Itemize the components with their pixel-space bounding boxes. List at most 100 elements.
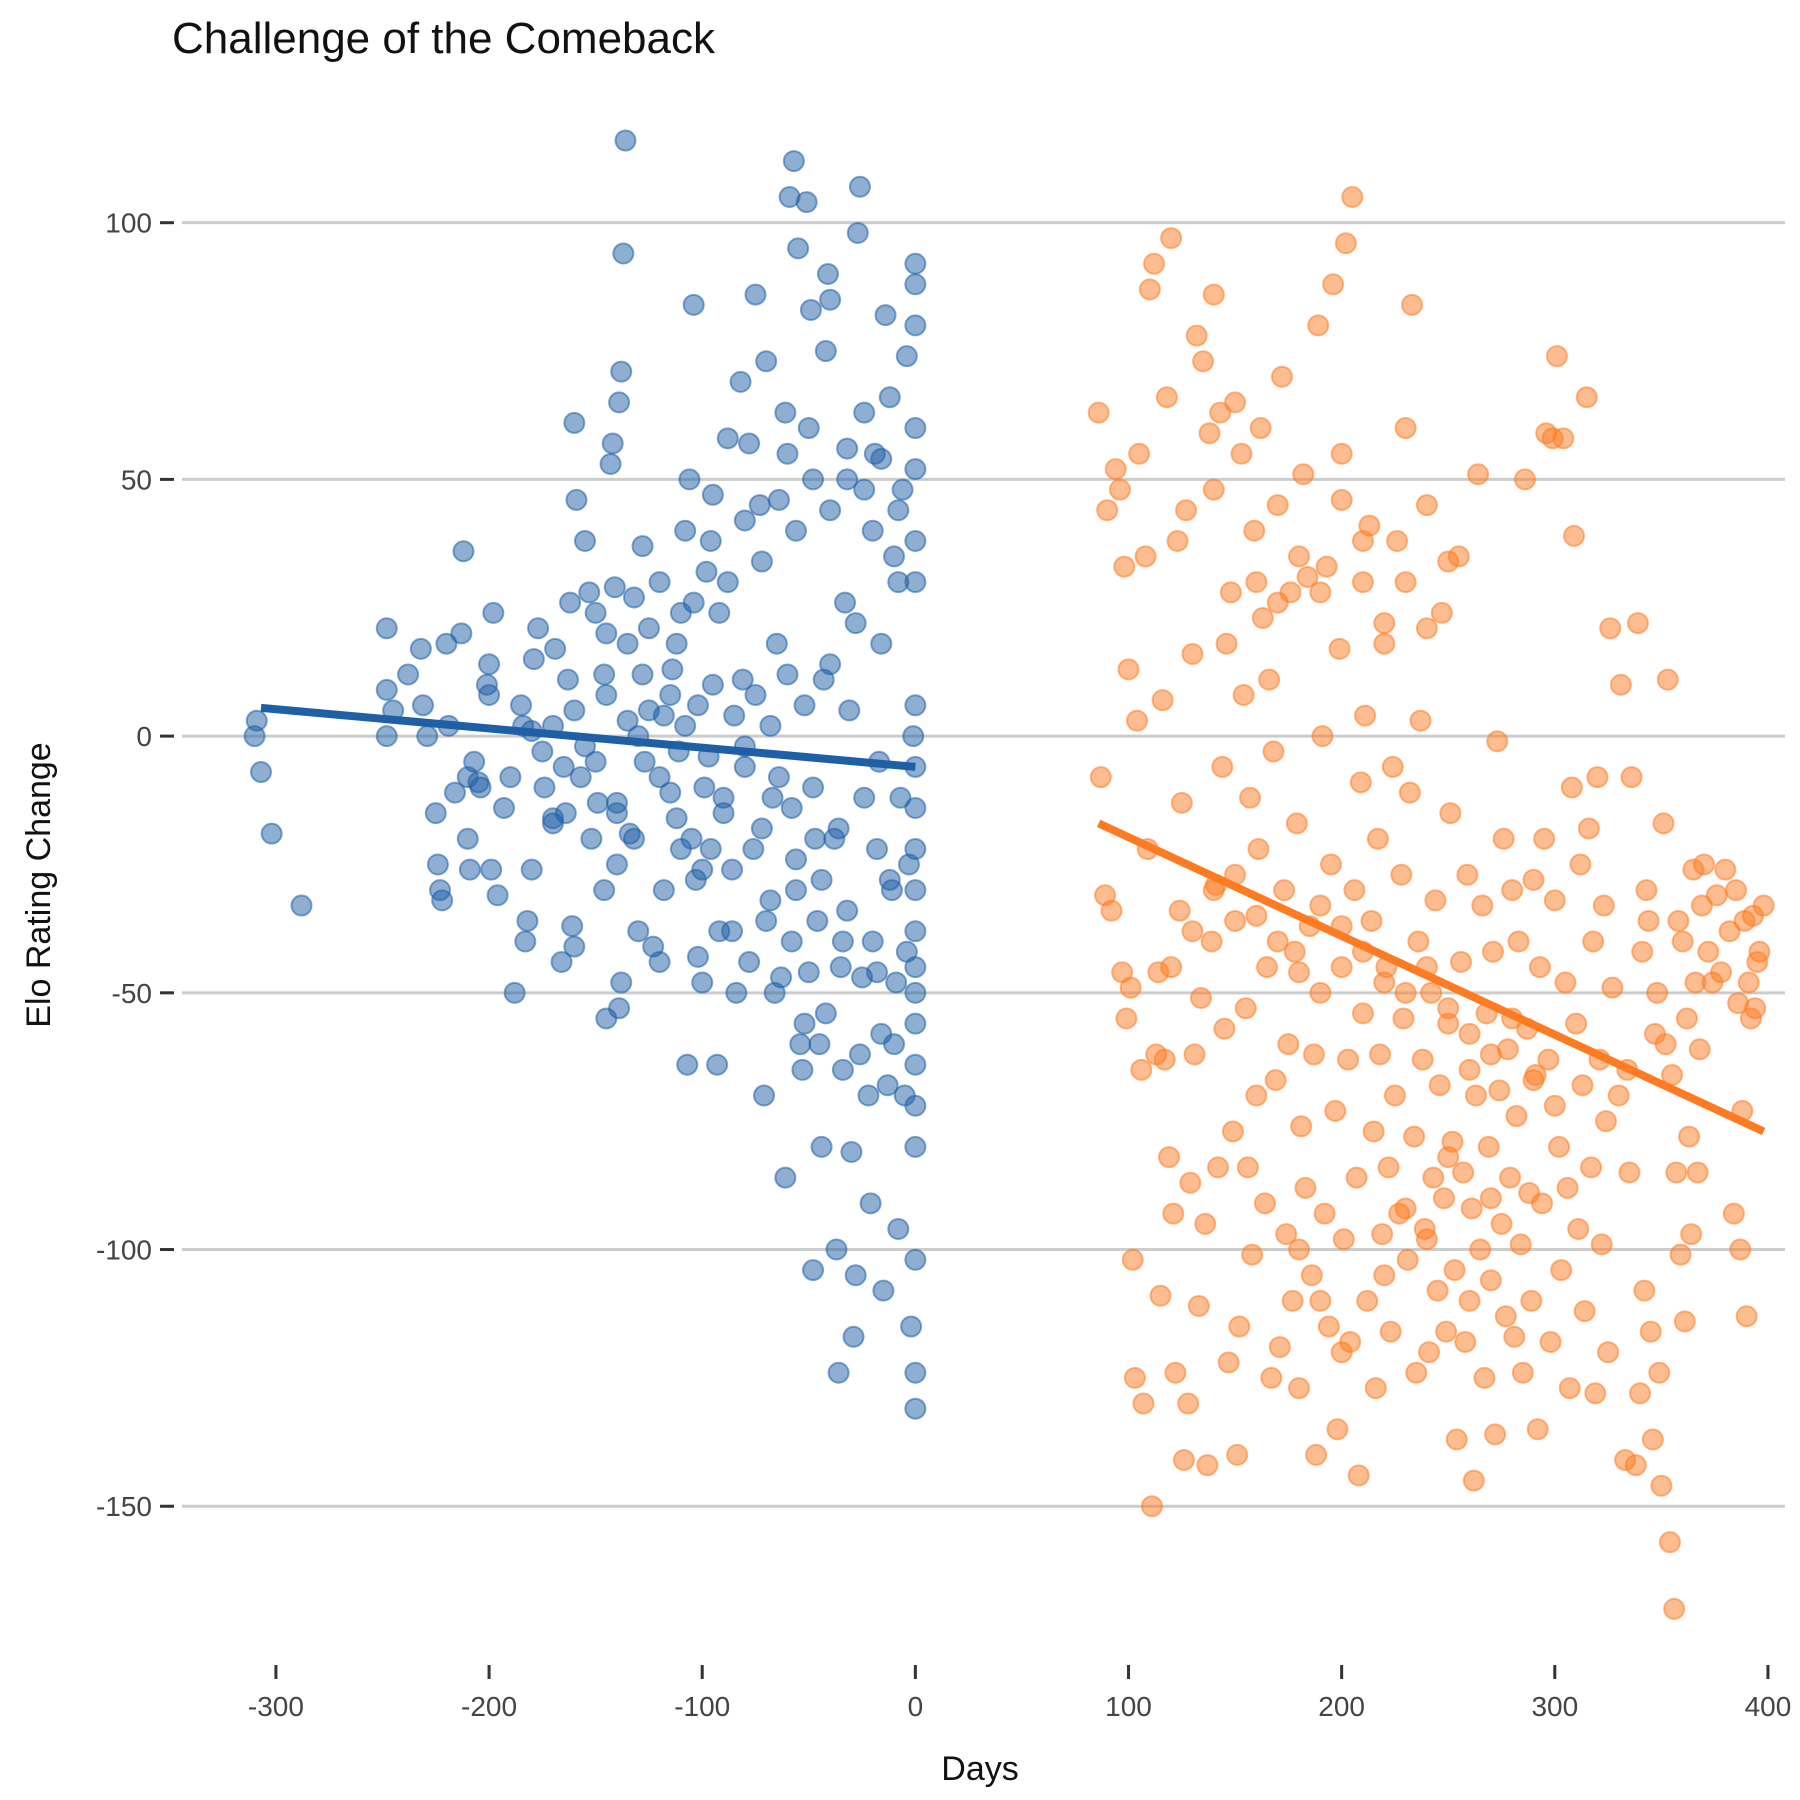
data-point — [1283, 940, 1306, 963]
data-point — [708, 601, 731, 624]
data-point — [1735, 1305, 1758, 1328]
data-point — [1437, 550, 1460, 573]
data-point — [1296, 565, 1319, 588]
data-point — [861, 519, 884, 542]
data-point — [827, 1361, 850, 1384]
data-point — [633, 750, 656, 773]
data-point — [733, 509, 756, 532]
data-point — [1437, 1146, 1460, 1169]
data-point — [904, 314, 927, 337]
data-point — [831, 1058, 854, 1081]
data-point — [1577, 817, 1600, 840]
data-point — [563, 699, 586, 722]
data-point — [1458, 1289, 1481, 1312]
data-point — [1705, 884, 1728, 907]
data-point — [569, 766, 592, 789]
data-point — [1477, 1135, 1500, 1158]
data-point — [1241, 1243, 1264, 1266]
data-point — [870, 447, 893, 470]
data-point — [1409, 709, 1432, 732]
data-point — [1219, 581, 1242, 604]
data-point — [742, 838, 765, 861]
data-point — [750, 550, 773, 573]
data-point — [1379, 1320, 1402, 1343]
data-point — [1528, 956, 1551, 979]
data-point — [774, 1166, 797, 1189]
data-point — [1654, 1033, 1677, 1056]
data-point — [1678, 1125, 1701, 1148]
data-point — [243, 725, 266, 748]
data-point — [584, 750, 607, 773]
data-point — [531, 740, 554, 763]
data-point — [573, 530, 596, 553]
data-point — [701, 673, 724, 696]
data-point — [1360, 909, 1383, 932]
data-point — [1635, 879, 1658, 902]
data-point — [1737, 971, 1760, 994]
data-point — [836, 468, 859, 491]
data-point — [748, 494, 771, 517]
data-point — [804, 827, 827, 850]
data-point — [1648, 1361, 1671, 1384]
data-point — [814, 340, 837, 363]
data-point — [249, 761, 272, 784]
data-point — [595, 684, 618, 707]
data-point — [1396, 1248, 1419, 1271]
data-point — [1373, 612, 1396, 635]
data-point — [593, 663, 616, 686]
data-point — [1479, 1187, 1502, 1210]
data-point — [1697, 940, 1720, 963]
data-point — [1209, 401, 1232, 424]
data-point — [1667, 909, 1690, 932]
data-point — [1509, 1233, 1532, 1256]
data-point — [827, 817, 850, 840]
data-point — [659, 781, 682, 804]
data-point — [1108, 478, 1131, 501]
data-point — [904, 417, 927, 440]
data-point — [716, 571, 739, 594]
data-point — [1663, 1597, 1686, 1620]
data-point — [1172, 1449, 1195, 1472]
data-point — [1748, 940, 1771, 963]
data-point — [1187, 1295, 1210, 1318]
data-point — [1686, 1161, 1709, 1184]
data-point — [1426, 1279, 1449, 1302]
data-point — [691, 971, 714, 994]
data-point — [610, 360, 633, 383]
data-point — [1236, 1156, 1259, 1179]
data-point — [1185, 324, 1208, 347]
data-point — [661, 658, 684, 681]
x-tick-label: 100 — [1105, 1691, 1152, 1722]
data-point — [631, 535, 654, 558]
data-point — [1119, 976, 1142, 999]
data-point — [1381, 755, 1404, 778]
data-point — [1752, 894, 1775, 917]
data-point — [1177, 1392, 1200, 1415]
data-point — [1243, 519, 1266, 542]
data-point — [904, 1094, 927, 1117]
data-point — [1175, 499, 1198, 522]
data-point — [774, 401, 797, 424]
data-point — [810, 868, 833, 891]
data-point — [1507, 930, 1530, 953]
data-point — [1394, 1197, 1417, 1220]
data-point — [838, 699, 861, 722]
data-point — [1341, 186, 1364, 209]
data-point — [1309, 894, 1332, 917]
data-point — [603, 576, 626, 599]
data-point — [870, 632, 893, 655]
data-point — [1196, 1454, 1219, 1477]
data-point — [1688, 1038, 1711, 1061]
data-point — [784, 848, 807, 871]
data-point — [810, 1135, 833, 1158]
data-point — [1722, 1202, 1745, 1225]
data-point — [1424, 889, 1447, 912]
data-point — [563, 935, 586, 958]
data-point — [1531, 1192, 1554, 1215]
data-point — [1403, 1125, 1426, 1148]
data-point — [1631, 940, 1654, 963]
data-point — [895, 940, 918, 963]
data-point — [1398, 781, 1421, 804]
data-point — [1292, 463, 1315, 486]
data-point — [1505, 1105, 1528, 1128]
